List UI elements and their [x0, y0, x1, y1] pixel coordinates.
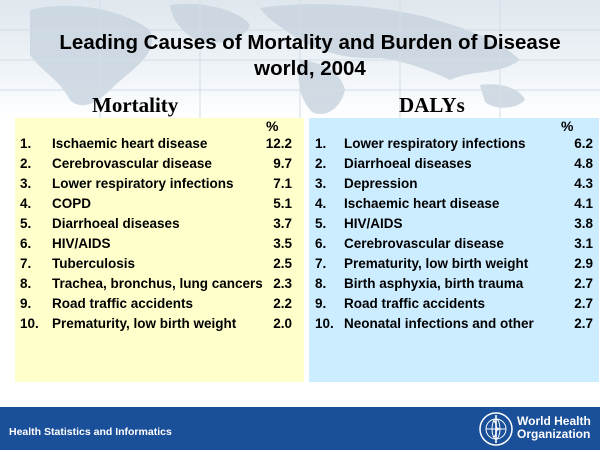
cause-name: Neonatal infections and other — [344, 316, 534, 331]
cause-name: Lower respiratory infections — [344, 136, 526, 151]
org-name-line-1: World Health — [517, 414, 591, 428]
rank: 4. — [20, 196, 32, 211]
percent-value: 4.1 — [574, 196, 593, 211]
cause-name: Prematurity, low birth weight — [52, 316, 237, 331]
percent-value: 3.7 — [273, 216, 292, 231]
cause-name: Diarrhoeal diseases — [52, 216, 180, 231]
cause-name: Road traffic accidents — [344, 296, 486, 311]
rank: 6. — [20, 236, 32, 251]
percent-value: 2.7 — [574, 276, 593, 291]
percent-value: 2.9 — [574, 256, 593, 271]
cause-name: Ischaemic heart disease — [344, 196, 500, 211]
footer-bar: Health Statistics and Informatics World … — [0, 407, 600, 450]
percent-value: 3.1 — [574, 236, 593, 251]
org-name-line-2: Organization — [517, 427, 591, 441]
cause-name: Depression — [344, 176, 418, 191]
rank: 8. — [315, 276, 327, 291]
rank: 6. — [315, 236, 327, 251]
cause-name: Prematurity, low birth weight — [344, 256, 529, 271]
who-wordmark: World Health Organization — [517, 415, 591, 441]
who-emblem-icon — [478, 411, 514, 447]
cause-name: Trachea, bronchus, lung cancers — [52, 276, 263, 291]
cause-name: Cerebrovascular disease — [344, 236, 504, 251]
percent-value: 6.2 — [574, 136, 593, 151]
percent-value: 4.8 — [574, 156, 593, 171]
rank: 1. — [20, 136, 32, 151]
percent-value: 9.7 — [273, 156, 292, 171]
rank: 10. — [20, 316, 39, 331]
cause-name: Road traffic accidents — [52, 296, 194, 311]
cause-name: Diarrhoeal diseases — [344, 156, 472, 171]
percent-value: 2.7 — [574, 296, 593, 311]
cause-name: COPD — [52, 196, 92, 211]
cause-name: Tuberculosis — [52, 256, 136, 271]
page-title: Leading Causes of Mortality and Burden o… — [20, 30, 600, 82]
dalys-percent-label: % — [561, 118, 574, 134]
rank: 3. — [315, 176, 327, 191]
percent-value: 7.1 — [273, 176, 292, 191]
cause-name: Lower respiratory infections — [52, 176, 234, 191]
rank: 1. — [315, 136, 327, 151]
cause-name: Cerebrovascular disease — [52, 156, 212, 171]
cause-name: HIV/AIDS — [52, 236, 111, 251]
title-line-2: world, 2004 — [254, 57, 366, 80]
percent-value: 5.1 — [273, 196, 292, 211]
percent-value: 12.2 — [265, 136, 292, 151]
percent-value: 2.0 — [273, 316, 292, 331]
world-map-background — [0, 0, 600, 120]
rank: 2. — [20, 156, 32, 171]
rank: 5. — [20, 216, 32, 231]
rank: 9. — [20, 296, 32, 311]
title-line-1: Leading Causes of Mortality and Burden o… — [59, 31, 561, 54]
percent-value: 4.3 — [574, 176, 593, 191]
rank: 5. — [315, 216, 327, 231]
dalys-panel — [309, 118, 599, 382]
percent-value: 2.5 — [273, 256, 292, 271]
dalys-heading: DALYs — [399, 93, 465, 117]
rank: 4. — [315, 196, 327, 211]
percent-value: 2.3 — [273, 276, 292, 291]
percent-value: 3.5 — [273, 236, 292, 251]
rank: 10. — [315, 316, 334, 331]
percent-value: 3.8 — [574, 216, 593, 231]
percent-value: 2.7 — [574, 316, 593, 331]
rank: 2. — [315, 156, 327, 171]
cause-name: Ischaemic heart disease — [52, 136, 208, 151]
rank: 9. — [315, 296, 327, 311]
rank: 3. — [20, 176, 32, 191]
mortality-heading: Mortality — [92, 93, 179, 117]
cause-name: Birth asphyxia, birth trauma — [344, 276, 524, 291]
footer-department-text: Health Statistics and Informatics — [9, 426, 172, 438]
cause-name: HIV/AIDS — [344, 216, 403, 231]
mortality-percent-label: % — [266, 118, 279, 134]
percent-value: 2.2 — [273, 296, 292, 311]
rank: 7. — [315, 256, 327, 271]
mortality-panel — [15, 118, 304, 382]
rank: 8. — [20, 276, 32, 291]
rank: 7. — [20, 256, 32, 271]
